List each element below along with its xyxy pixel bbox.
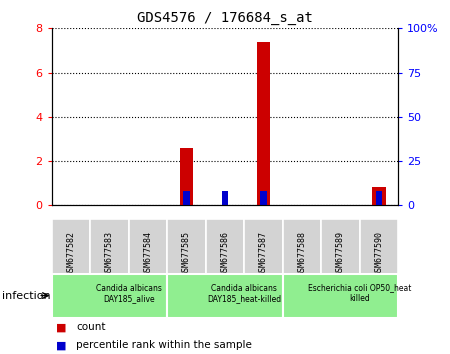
Bar [180, 148, 193, 205]
Bar [321, 219, 360, 287]
Text: Escherichia coli OP50_heat
killed: Escherichia coli OP50_heat killed [308, 284, 411, 303]
Bar [360, 219, 398, 287]
Bar [52, 219, 90, 287]
Bar [283, 219, 321, 287]
Text: count: count [76, 322, 106, 332]
Text: GSM677583: GSM677583 [105, 230, 114, 276]
Bar [129, 219, 167, 287]
Bar [260, 191, 267, 205]
Bar [372, 187, 386, 205]
Text: GSM677582: GSM677582 [67, 230, 76, 276]
Text: GSM677590: GSM677590 [374, 230, 383, 276]
Bar [90, 219, 129, 287]
Text: Candida albicans
DAY185_heat-killed: Candida albicans DAY185_heat-killed [207, 284, 281, 303]
Bar [376, 191, 382, 205]
Text: Candida albicans
DAY185_alive: Candida albicans DAY185_alive [96, 284, 162, 303]
Bar [167, 274, 283, 318]
Text: GSM677588: GSM677588 [297, 230, 306, 276]
Title: GDS4576 / 176684_s_at: GDS4576 / 176684_s_at [137, 11, 313, 24]
Bar [52, 274, 167, 318]
Text: GSM677587: GSM677587 [259, 230, 268, 276]
Bar [206, 219, 244, 287]
Bar [283, 274, 398, 318]
Text: ■: ■ [56, 322, 67, 332]
Bar [167, 219, 206, 287]
Text: GSM677585: GSM677585 [182, 230, 191, 276]
Bar [221, 191, 229, 205]
Text: GSM677589: GSM677589 [336, 230, 345, 276]
Bar [257, 42, 270, 205]
Bar [244, 219, 283, 287]
Text: GSM677586: GSM677586 [220, 230, 230, 276]
Text: ■: ■ [56, 340, 67, 350]
Text: infection: infection [2, 291, 51, 301]
Text: percentile rank within the sample: percentile rank within the sample [76, 340, 252, 350]
Bar [183, 191, 190, 205]
Text: GSM677584: GSM677584 [144, 230, 153, 276]
